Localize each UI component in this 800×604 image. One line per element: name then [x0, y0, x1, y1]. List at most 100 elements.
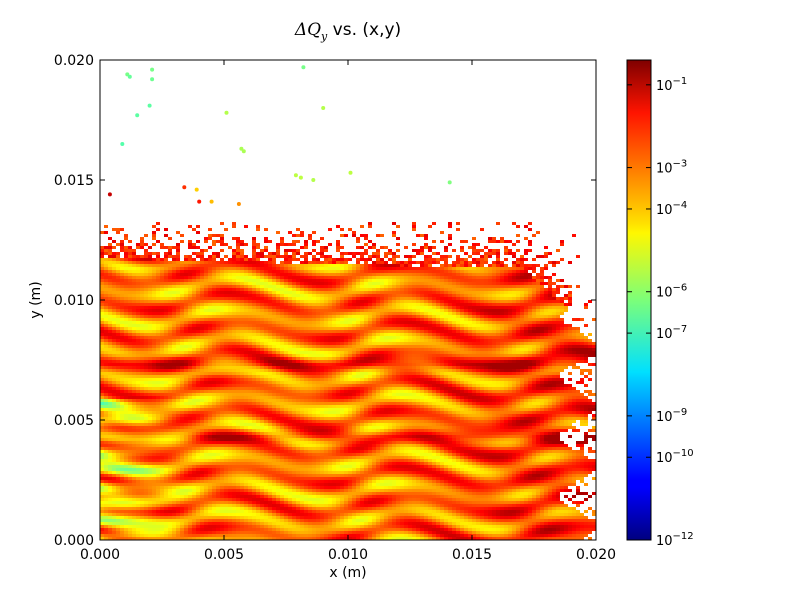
bulk-cell	[364, 537, 368, 540]
bulk-cell	[584, 465, 588, 468]
bulk-cell	[292, 465, 296, 468]
bulk-cell	[464, 417, 468, 420]
bulk-cell	[268, 537, 272, 540]
bulk-cell	[360, 495, 364, 498]
bulk-cell	[580, 465, 584, 468]
bulk-cell	[496, 516, 500, 519]
bulk-cell	[176, 519, 180, 522]
bulk-cell	[320, 426, 324, 429]
bulk-cell	[404, 537, 408, 540]
bulk-cell	[152, 468, 156, 471]
bulk-cell	[380, 489, 384, 492]
bulk-cell	[344, 438, 348, 441]
bulk-cell	[164, 459, 168, 462]
bulk-cell	[504, 507, 508, 510]
bulk-cell	[420, 432, 424, 435]
bulk-cell	[160, 507, 164, 510]
bulk-cell	[468, 510, 472, 513]
bulk-cell	[532, 474, 536, 477]
bulk-cell	[540, 465, 544, 468]
bulk-cell	[280, 531, 284, 534]
bulk-cell	[172, 486, 176, 489]
bulk-cell	[280, 498, 284, 501]
bulk-cell	[320, 531, 324, 534]
bulk-cell	[336, 513, 340, 516]
bulk-cell	[152, 528, 156, 531]
bulk-cell	[576, 444, 580, 447]
bulk-cell	[144, 465, 148, 468]
bulk-cell	[532, 531, 536, 534]
bulk-cell	[516, 456, 520, 459]
bulk-cell	[284, 441, 288, 444]
bulk-cell	[392, 420, 396, 423]
bulk-cell	[308, 531, 312, 534]
bulk-cell	[412, 525, 416, 528]
bulk-cell	[232, 519, 236, 522]
bulk-cell	[148, 444, 152, 447]
bulk-cell	[164, 441, 168, 444]
bulk-cell	[320, 468, 324, 471]
bulk-cell	[280, 513, 284, 516]
bulk-cell	[528, 441, 532, 444]
bulk-cell	[328, 432, 332, 435]
bulk-cell	[140, 432, 144, 435]
bulk-cell	[368, 420, 372, 423]
bulk-cell	[444, 447, 448, 450]
bulk-cell	[364, 432, 368, 435]
bulk-cell	[200, 438, 204, 441]
bulk-cell	[104, 435, 108, 438]
bulk-cell	[424, 474, 428, 477]
bulk-cell	[484, 441, 488, 444]
bulk-cell	[504, 459, 508, 462]
bulk-cell	[112, 486, 116, 489]
bulk-cell	[524, 498, 528, 501]
bulk-cell	[148, 471, 152, 474]
bulk-cell	[124, 423, 128, 426]
bulk-cell	[544, 510, 548, 513]
bulk-cell	[520, 438, 524, 441]
bulk-cell	[172, 450, 176, 453]
bulk-cell	[452, 495, 456, 498]
bulk-cell	[404, 465, 408, 468]
bulk-cell	[336, 489, 340, 492]
bulk-cell	[432, 486, 436, 489]
bulk-cell	[232, 447, 236, 450]
bulk-cell	[540, 534, 544, 537]
bulk-cell	[472, 507, 476, 510]
bulk-cell	[368, 474, 372, 477]
bulk-cell	[508, 492, 512, 495]
bulk-cell	[396, 471, 400, 474]
bulk-cell	[124, 426, 128, 429]
bulk-cell	[464, 480, 468, 483]
bulk-cell	[116, 435, 120, 438]
bulk-cell	[492, 501, 496, 504]
bulk-cell	[432, 435, 436, 438]
bulk-cell	[188, 459, 192, 462]
bulk-cell	[212, 456, 216, 459]
bulk-cell	[388, 438, 392, 441]
bulk-cell	[492, 504, 496, 507]
bulk-cell	[324, 513, 328, 516]
bulk-cell	[352, 435, 356, 438]
bulk-cell	[156, 426, 160, 429]
bulk-cell	[472, 474, 476, 477]
bulk-cell	[588, 519, 592, 522]
bulk-cell	[580, 537, 584, 540]
bulk-cell	[488, 501, 492, 504]
bulk-cell	[104, 414, 108, 417]
bulk-cell	[216, 522, 220, 525]
bulk-cell	[232, 495, 236, 498]
bulk-cell	[532, 426, 536, 429]
bulk-cell	[532, 519, 536, 522]
bulk-cell	[252, 477, 256, 480]
bulk-cell	[508, 435, 512, 438]
bulk-cell	[528, 444, 532, 447]
bulk-cell	[220, 435, 224, 438]
bulk-cell	[160, 477, 164, 480]
bulk-cell	[124, 492, 128, 495]
bulk-cell	[384, 507, 388, 510]
bulk-cell	[200, 498, 204, 501]
bulk-cell	[364, 438, 368, 441]
bulk-cell	[120, 465, 124, 468]
bulk-cell	[484, 474, 488, 477]
